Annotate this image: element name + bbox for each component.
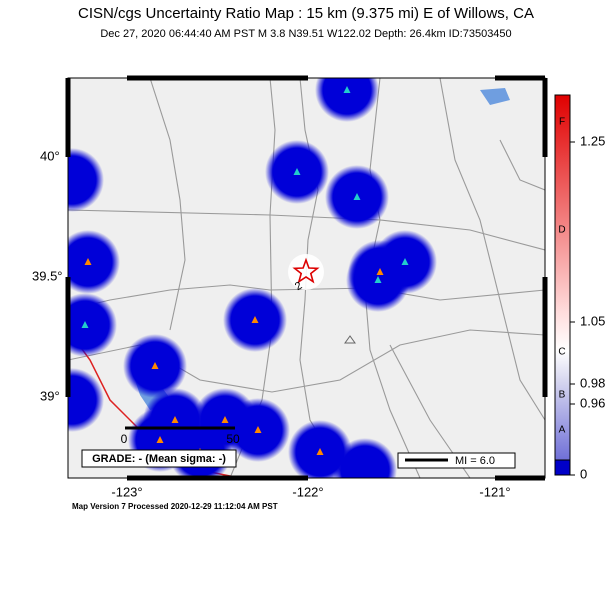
coverage-circle: [68, 148, 104, 212]
lon-label: -121°: [479, 484, 510, 499]
grade-letter: A: [559, 425, 566, 436]
lon-label: -122°: [292, 484, 323, 499]
grade-letter: B: [559, 390, 566, 401]
colorbar-ticks: 1.25 1.05 0.98 0.96 0 F D C B A: [558, 117, 605, 482]
lake: [480, 88, 510, 105]
station-coverage: [68, 78, 437, 478]
lat-label: 39.5°: [32, 268, 63, 283]
station-marker: [353, 193, 361, 200]
colorbar-tick-label: 1.25: [580, 133, 605, 148]
station-marker: [221, 416, 229, 423]
frame-ticks: [65, 75, 548, 481]
station-marker: [316, 448, 324, 455]
station-marker: [374, 276, 382, 283]
scale-label: 50: [226, 432, 240, 446]
mi-legend-text: MI = 6.0: [455, 455, 495, 467]
scale-label: 0: [121, 432, 128, 446]
coverage-circle: [68, 368, 104, 432]
station-marker: [344, 335, 356, 344]
colorbar-tick-label: 1.05: [580, 313, 605, 328]
epicenter-halo: [288, 254, 324, 290]
station-marker: [293, 168, 301, 175]
coverage-circle: [68, 230, 120, 294]
colorbar-tick-label: 0: [580, 466, 587, 481]
station-marker: [81, 321, 89, 328]
station-marker: [254, 426, 262, 433]
station-marker: [151, 362, 159, 369]
station-marker: [343, 86, 351, 93]
epicenter-star: [292, 257, 320, 284]
map-area: 2 0 50 GRADE: - (Mean sigma: -) MI = 6.0: [68, 78, 545, 478]
grade-letter: C: [558, 347, 565, 358]
grade-letter: D: [558, 225, 565, 236]
station-marker: [171, 416, 179, 423]
footer: Map Version 7 Processed 2020-12-29 11:12…: [72, 502, 278, 511]
station-marker: [376, 268, 384, 275]
epicenter-label: 2: [293, 280, 304, 293]
grade-text: GRADE: - (Mean sigma: -): [92, 453, 226, 465]
lat-label: 40°: [40, 148, 60, 163]
lat-label: 39°: [40, 388, 60, 403]
grade-box: [81, 449, 237, 468]
lon-label: -123°: [111, 484, 142, 499]
colorbar-tick-label: 0.96: [580, 395, 605, 410]
subtitle: Dec 27, 2020 06:44:40 AM PST M 3.8 N39.5…: [100, 28, 511, 40]
station-marker: [84, 258, 92, 265]
station-marker: [251, 316, 259, 323]
colorbar-base: [554, 459, 571, 476]
grade-letter: F: [559, 117, 565, 128]
station-marker: [401, 258, 409, 265]
colorbar-tick-label: 0.98: [580, 375, 605, 390]
mi-legend-box: [397, 452, 516, 469]
station-marker: [156, 436, 164, 443]
coverage-circle: [333, 438, 397, 478]
coverage-circle: [315, 78, 379, 122]
coverage-circle: [68, 293, 117, 357]
colorbar: [554, 94, 571, 461]
title: CISN/cgs Uncertainty Ratio Map : 15 km (…: [78, 5, 534, 22]
